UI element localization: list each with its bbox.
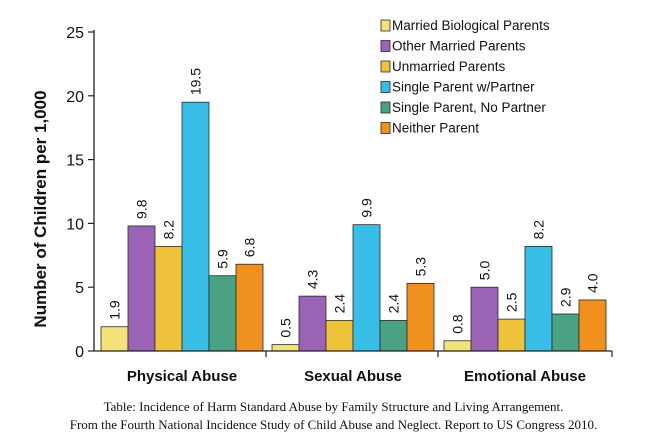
- legend-label: Single Parent w/Partner: [392, 80, 535, 95]
- bar: [235, 263, 264, 352]
- bar: [208, 275, 237, 352]
- bar: [524, 245, 553, 352]
- bar: [154, 245, 183, 352]
- legend: Married Biological Parents Other Married …: [380, 18, 550, 136]
- legend-swatch: [380, 81, 391, 93]
- bar: [578, 299, 607, 352]
- y-axis-title: Number of Children per 1,000: [31, 90, 50, 327]
- legend-swatch: [380, 122, 391, 134]
- bar: [443, 340, 472, 352]
- legend-swatch: [380, 19, 391, 32]
- bar: [352, 224, 381, 352]
- bar-value-label: 9.8: [134, 199, 150, 219]
- legend-label: Married Biological Parents: [392, 18, 550, 33]
- x-category-label: Emotional Abuse: [464, 368, 586, 385]
- bar: [271, 344, 300, 352]
- bar-value-label: 2.4: [332, 294, 348, 314]
- legend-label: Single Parent, No Partner: [392, 100, 546, 115]
- y-tick-label: 25: [66, 25, 84, 42]
- legend-label: Other Married Parents: [392, 39, 526, 54]
- y-tick-label: 10: [66, 216, 84, 233]
- bar: [325, 319, 354, 352]
- bar-value-label: 19.5: [188, 68, 204, 95]
- data-labels: 1.9 9.8 8.2 19.5 5.9 6.8 0.5 4.3 2.4 9.9 2.4 5.3 0.8…: [107, 68, 601, 338]
- bar-value-label: 2.9: [558, 287, 574, 307]
- bar: [379, 319, 408, 352]
- x-category-label: Physical Abuse: [127, 368, 237, 385]
- bar-value-label: 5.9: [215, 249, 231, 269]
- bar-value-label: 6.8: [242, 238, 258, 258]
- bars: [100, 101, 607, 352]
- bar-value-label: 2.5: [504, 292, 520, 312]
- bar: [497, 318, 526, 352]
- x-category-label: Sexual Abuse: [304, 368, 402, 385]
- legend-label: Neither Parent: [392, 121, 479, 136]
- bar: [100, 326, 129, 352]
- legend-swatch: [380, 60, 391, 73]
- bar-value-label: 2.4: [386, 294, 402, 314]
- legend-swatch: [380, 40, 391, 52]
- x-axis: Physical Abuse Sexual Abuse Emotional Abus…: [94, 350, 613, 385]
- bar-value-label: 5.3: [413, 257, 429, 277]
- caption-line-1: Table: Incidence of Harm Standard Abuse …: [103, 399, 564, 414]
- bar: [181, 101, 210, 352]
- figure-caption: Table: Incidence of Harm Standard Abuse …: [0, 398, 667, 434]
- bar: [298, 295, 327, 352]
- bar-value-label: 4.3: [305, 269, 321, 289]
- bar-value-label: 0.8: [450, 314, 466, 334]
- bar-value-label: 8.2: [161, 220, 177, 240]
- y-tick-label: 0: [75, 344, 84, 361]
- y-tick-label: 5: [75, 280, 84, 297]
- bar: [551, 313, 580, 352]
- caption-line-2: From the Fourth National Incidence Study…: [69, 417, 598, 432]
- y-axis: 0 5 10 15 20 25: [66, 25, 95, 361]
- bar-value-label: 4.0: [585, 273, 601, 293]
- bar-value-label: 5.0: [477, 261, 493, 281]
- legend-label: Unmarried Parents: [392, 59, 506, 74]
- bar: [406, 282, 435, 352]
- bar-value-label: 9.9: [359, 198, 375, 218]
- bar-chart: 0 5 10 15 20 25 1.9 9.8 8.2 19.5 5.9 6.8 0.5 4.3 2.4 9…: [31, 18, 613, 385]
- bar-value-label: 1.9: [107, 300, 123, 320]
- bar-value-label: 8.2: [531, 220, 547, 240]
- legend-swatch: [380, 101, 391, 114]
- bar: [470, 286, 499, 352]
- bar-value-label: 0.5: [278, 318, 294, 338]
- y-tick-label: 20: [66, 89, 84, 106]
- bar: [127, 225, 156, 352]
- y-tick-label: 15: [66, 153, 84, 170]
